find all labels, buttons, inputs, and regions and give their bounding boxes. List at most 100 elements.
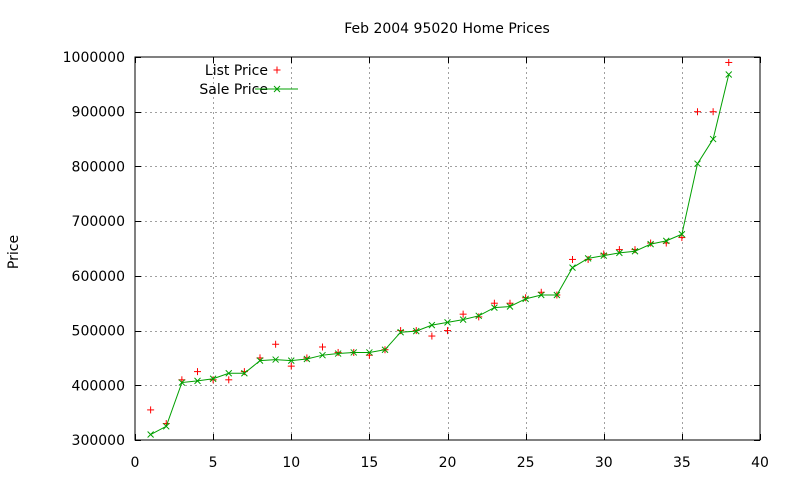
legend-label: List Price [205,63,268,79]
legend-label: Sale Price [199,82,268,98]
cross-marker-b [694,160,701,168]
data-point [459,316,467,323]
data-point [209,376,217,384]
data-point [256,357,264,365]
cross-marker-b [475,312,483,320]
legend: List Price Sale Price [199,63,298,98]
data-point [412,327,420,335]
cross-marker-b [287,357,295,365]
data-point [334,350,342,357]
data-point [647,239,655,247]
data-point [319,343,326,351]
cross-marker-b [272,356,279,363]
data-point [209,375,217,383]
data-point [678,230,686,238]
cross-marker-b [709,135,717,143]
cross-marker-b [725,71,733,78]
cross-marker-b [162,422,170,430]
x-tick-label: 25 [517,455,535,471]
x-tick-label: 35 [673,455,691,471]
cross-marker-b [428,321,436,329]
data-point [475,313,483,321]
data-point [569,264,576,272]
data-point [225,376,233,384]
data-point [725,71,733,78]
data-point [303,354,311,362]
data-point [334,348,342,356]
cross-marker-b [381,346,389,354]
data-point [459,310,467,318]
data-point [475,312,483,320]
chart-title: Feb 2004 95020 Home Prices [344,21,550,37]
data-point [397,327,405,335]
series-sale-price [147,71,733,438]
plot-border [134,56,761,441]
x-tick-label: 15 [360,455,378,471]
x-tick-label: 30 [595,455,613,471]
cross-marker-b [366,349,373,356]
data-point [553,291,561,299]
cross-marker-b [444,319,451,326]
cross-marker-b [209,375,217,383]
y-tick-label: 300000 [72,433,125,449]
data-point [584,254,592,262]
cross-marker-b [256,357,264,365]
data-point [725,58,733,66]
cross-marker-b [537,291,545,299]
data-point [506,299,514,307]
data-point [709,108,717,116]
data-point [194,368,201,376]
cross-marker-b [584,254,592,262]
y-axis-label: Price [6,235,22,269]
cross-marker-b [662,237,670,245]
data-point [537,291,545,299]
data-point [225,369,233,377]
cross-marker-b [319,351,326,359]
y-tick-label: 900000 [72,105,125,121]
data-point [303,355,311,363]
data-point [178,379,186,386]
data-point [491,304,498,311]
data-point [287,357,295,365]
cross-marker-b [273,85,281,93]
y-tick-label: 1000000 [63,50,125,66]
data-point [631,247,639,255]
data-point [647,240,654,248]
cross-marker-b [178,379,186,386]
cross-marker-b [147,431,154,438]
x-tick-label: 5 [209,455,218,471]
cross-marker-b [194,377,201,385]
data-point [600,252,608,259]
x-tick-label: 0 [131,455,140,471]
cross-marker-b [647,240,654,248]
axis-ticks: 0 5 10 15 20 25 30 35 40 300000 400000 500000 600000… [63,50,769,471]
data-point [147,406,155,414]
cross-marker-b [616,249,623,257]
data-point [162,422,170,430]
cross-marker-b [553,291,561,299]
cross-marker-b [569,264,576,272]
data-point [569,255,576,263]
data-point [350,349,358,356]
data-point [444,327,451,335]
data-point [428,332,436,340]
data-point [694,108,701,116]
x-tick-label: 40 [751,455,769,471]
cross-marker-b [303,355,311,363]
cross-marker-b [350,349,358,356]
cross-marker-b [412,327,420,335]
cross-marker-b [397,328,404,336]
data-point [381,346,389,354]
cross-marker-b [522,295,529,303]
y-tick-label: 700000 [72,214,125,230]
cross-marker-b [678,230,686,238]
data-point [287,362,295,370]
y-tick-label: 400000 [72,378,125,394]
data-point [272,356,279,363]
cross-marker-b [459,316,467,323]
data-point [241,369,248,377]
data-point [709,135,717,143]
data-point [616,249,623,257]
cross-marker-b [241,369,248,377]
